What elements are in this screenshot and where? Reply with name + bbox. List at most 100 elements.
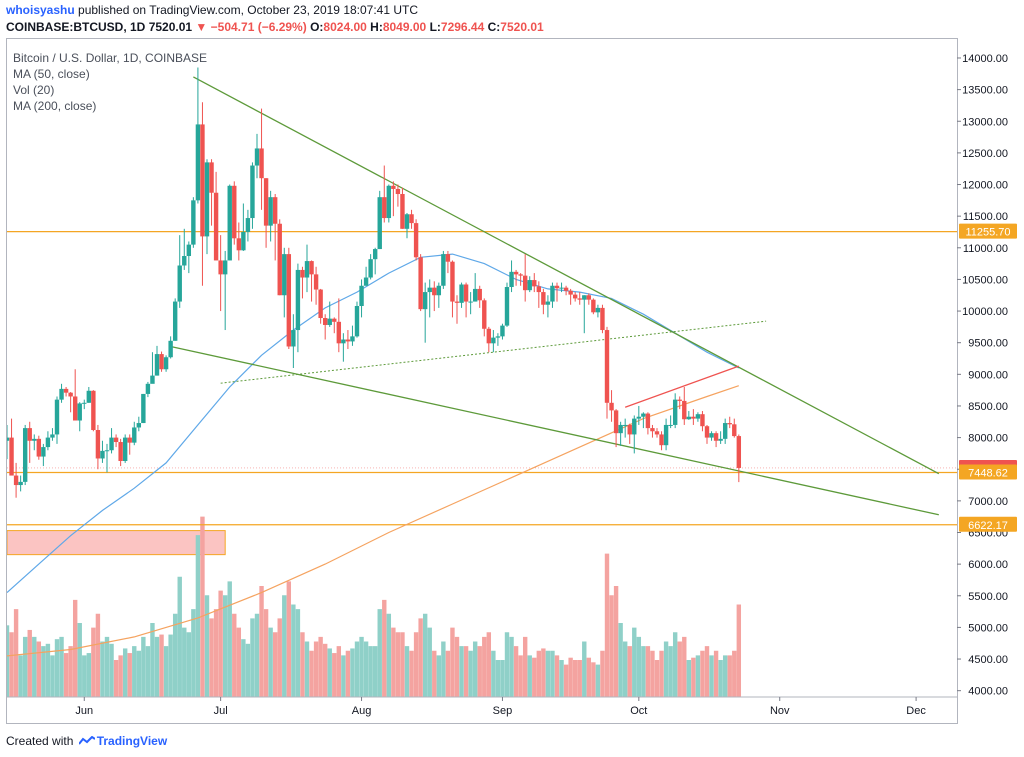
- candle: [100, 440, 105, 463]
- candle: [627, 423, 632, 444]
- candle: [418, 254, 423, 312]
- low-value: 7296.44: [440, 20, 485, 34]
- volume-bar: [172, 613, 178, 697]
- candle: [236, 222, 242, 261]
- candle-body: [113, 437, 119, 443]
- candle: [322, 314, 328, 340]
- volume-bar: [68, 646, 73, 697]
- price-tick-label: 5500.00: [968, 591, 1008, 603]
- candle: [604, 326, 610, 419]
- candle: [554, 282, 560, 302]
- candle: [200, 102, 205, 286]
- candle-body: [613, 410, 619, 434]
- volume-bar: [536, 650, 542, 697]
- legend-ma200[interactable]: MA (200, close): [13, 99, 97, 113]
- candle-body: [486, 328, 492, 344]
- candle-body: [713, 433, 719, 441]
- candle: [482, 298, 487, 337]
- volume-bar: [736, 604, 742, 697]
- volume-bar: [418, 618, 423, 697]
- candle-body: [509, 271, 514, 288]
- created-with-text: Created with: [6, 734, 74, 748]
- volume-bar: [454, 636, 460, 697]
- candle-body: [63, 388, 69, 393]
- volume-bar: [36, 641, 42, 697]
- candle-body: [22, 428, 28, 482]
- candle-body: [304, 261, 310, 278]
- volume-bar: [518, 655, 523, 697]
- volume-bar: [345, 650, 351, 697]
- candle-body: [382, 197, 387, 219]
- volume-bar: [218, 590, 223, 697]
- volume-bar: [659, 650, 664, 697]
- candle: [572, 292, 578, 302]
- chart-panel[interactable]: [6, 38, 958, 724]
- candle: [445, 250, 451, 274]
- candle-body: [109, 437, 114, 451]
- price-tick-label: 10500.00: [962, 274, 1008, 286]
- price-label-box: [959, 516, 1017, 532]
- volume-bar: [41, 646, 46, 697]
- legend-ma50[interactable]: MA (50, close): [13, 67, 90, 81]
- volume-bar: [663, 641, 669, 697]
- candle-body: [682, 400, 687, 420]
- candle-body: [41, 447, 46, 457]
- candle: [68, 392, 73, 413]
- volume-bar: [204, 595, 210, 697]
- volume-bar: [468, 650, 473, 697]
- candle-body: [522, 275, 528, 291]
- volume-bar: [527, 655, 532, 697]
- volume-bar: [50, 655, 55, 697]
- volume-bar: [341, 655, 346, 697]
- candle-body: [659, 434, 664, 446]
- author-link[interactable]: whoisyashu: [6, 3, 75, 17]
- candle: [691, 409, 696, 425]
- candle: [522, 254, 528, 302]
- volume-bar: [241, 639, 246, 697]
- volume-bar: [77, 623, 82, 697]
- candle-body: [409, 214, 414, 224]
- candle: [127, 434, 132, 455]
- symbol-label: COINBASE:BTCUSD, 1D: [6, 20, 146, 34]
- candle: [495, 333, 501, 346]
- volume-bar: [422, 613, 428, 697]
- legend-volume[interactable]: Vol (20): [13, 83, 55, 97]
- candle: [591, 298, 596, 315]
- candle: [650, 424, 655, 438]
- candle-body: [391, 185, 396, 189]
- volume-bar: [222, 595, 228, 697]
- candle-body: [632, 418, 637, 435]
- candle: [341, 333, 346, 362]
- price-tick-label: 5000.00: [968, 622, 1008, 634]
- candle-body: [363, 277, 369, 286]
- candle-body: [413, 223, 419, 258]
- volume-bar: [82, 655, 87, 697]
- candle-body: [295, 269, 301, 331]
- volume-bar: [209, 618, 214, 697]
- price-tick-label: 12500.00: [962, 148, 1008, 160]
- tradingview-link[interactable]: TradingView: [96, 734, 168, 748]
- volume-bar: [495, 660, 501, 697]
- candle-body: [677, 399, 682, 401]
- trendline-4: [624, 365, 740, 408]
- volume-bar: [377, 609, 382, 697]
- candle-body: [182, 256, 187, 266]
- candle: [600, 304, 605, 334]
- candle-body: [118, 442, 123, 462]
- volume-bar: [413, 632, 419, 697]
- candle-body: [168, 340, 173, 358]
- candle: [9, 418, 14, 476]
- candle: [504, 282, 510, 327]
- candle: [400, 187, 405, 229]
- volume-bar: [522, 636, 528, 697]
- candle-body: [736, 436, 742, 468]
- volume-bar: [677, 641, 682, 697]
- price-tick-label: 9000.00: [968, 369, 1008, 381]
- candle-body: [236, 238, 242, 251]
- volume-bar: [263, 609, 269, 697]
- high-label: H:: [370, 20, 383, 34]
- candle-body: [204, 162, 210, 237]
- ohlc-bar: COINBASE:BTCUSD, 1D 7520.01 ▼ −504.71 (−…: [6, 19, 544, 35]
- candle: [450, 260, 455, 318]
